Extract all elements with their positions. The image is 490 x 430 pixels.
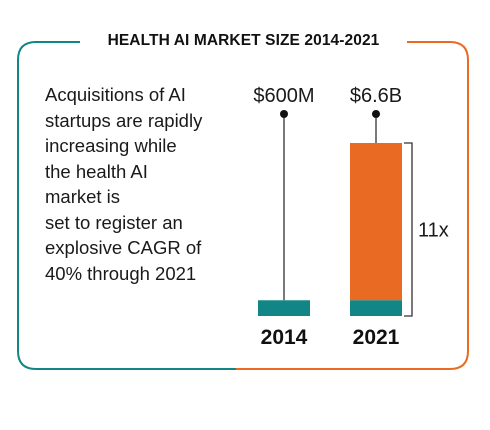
description-line: 40% through 2021: [45, 262, 197, 284]
description-line: increasing while: [45, 135, 177, 156]
description-line: explosive CAGR of: [45, 237, 202, 258]
leader-dot: [372, 110, 380, 118]
year-label: 2014: [261, 326, 308, 349]
leader-dot: [280, 110, 288, 118]
bar-2021-growth: [350, 143, 402, 301]
bar-2021-base: [350, 300, 402, 316]
description-line: Acquisitions of AI: [45, 84, 186, 105]
description-text: Acquisitions of AI startups are rapidly …: [45, 82, 235, 286]
frame-right-orange: [236, 41, 469, 370]
chart-title: HEALTH AI MARKET SIZE 2014-2021: [80, 29, 407, 53]
growth-multiplier-label: 11x: [418, 220, 449, 242]
value-label: $6.6B: [350, 85, 402, 107]
description-line: market is: [45, 186, 121, 207]
frame-left-teal: [17, 41, 236, 370]
description-line: the health AI: [45, 160, 148, 182]
year-label: 2021: [353, 326, 400, 349]
description-line: set to register an: [45, 211, 183, 233]
growth-bracket: [404, 142, 413, 317]
bar-2014: [258, 300, 310, 316]
description-line: startups are rapidly: [45, 109, 203, 131]
value-label: $600M: [253, 85, 314, 107]
